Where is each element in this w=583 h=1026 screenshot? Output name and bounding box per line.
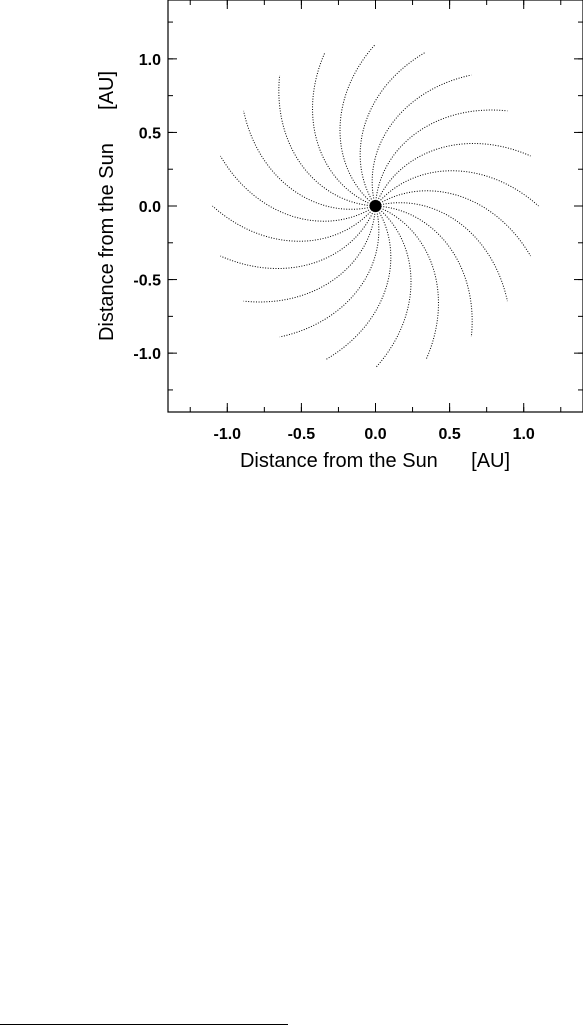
spiral-arm — [279, 205, 380, 338]
spiral-arm — [375, 205, 412, 369]
spiral-arm — [220, 155, 376, 222]
x-tick-label: 0.5 — [438, 426, 460, 443]
y-tick-label: 0.0 — [139, 199, 161, 216]
spiral-arm — [375, 205, 439, 361]
spiral-arm — [212, 205, 376, 242]
footnote-rule — [0, 1024, 288, 1025]
y-tick-label: 1.0 — [139, 52, 161, 69]
spiral-arm — [375, 170, 539, 207]
spiral-arm — [375, 142, 531, 207]
x-tick-label: -0.5 — [288, 426, 316, 443]
spiral-arm — [324, 205, 392, 361]
y-axis-title: Distance from the Sun [AU] — [96, 71, 118, 341]
x-tick-label: -1.0 — [213, 426, 241, 443]
spiral-arm — [359, 51, 427, 207]
spiral-arm — [243, 110, 376, 210]
y-tick-label: 0.5 — [139, 125, 161, 142]
spiral-arm — [375, 190, 531, 257]
spiral-chart: -1.0 -0.5 0.0 0.5 1.0 -1.0 -0.5 0.0 0.5 1.0 Dist… — [96, 0, 583, 472]
y-tick-label: -0.5 — [133, 273, 161, 290]
x-axis-title: Distance from the Sun [AU] — [240, 450, 510, 472]
x-tick-label: 0.0 — [364, 426, 386, 443]
x-tick-label: 1.0 — [513, 426, 535, 443]
spiral-arm — [371, 74, 472, 207]
spiral-arm — [375, 205, 473, 337]
y-axis-ticks: -1.0 -0.5 0.0 0.5 1.0 — [133, 21, 583, 391]
spiral-arm — [278, 75, 376, 207]
spiral-arm — [339, 43, 376, 207]
spiral-arm — [375, 202, 508, 302]
sun-marker — [369, 200, 382, 212]
spiral-arm — [243, 205, 376, 303]
x-axis-ticks: -1.0 -0.5 0.0 0.5 1.0 — [189, 0, 562, 443]
spiral-arm — [312, 51, 376, 207]
spiral-arm — [220, 205, 376, 270]
y-tick-label: -1.0 — [133, 346, 161, 363]
spiral-arm — [375, 109, 508, 207]
spiral-arms — [212, 43, 539, 369]
